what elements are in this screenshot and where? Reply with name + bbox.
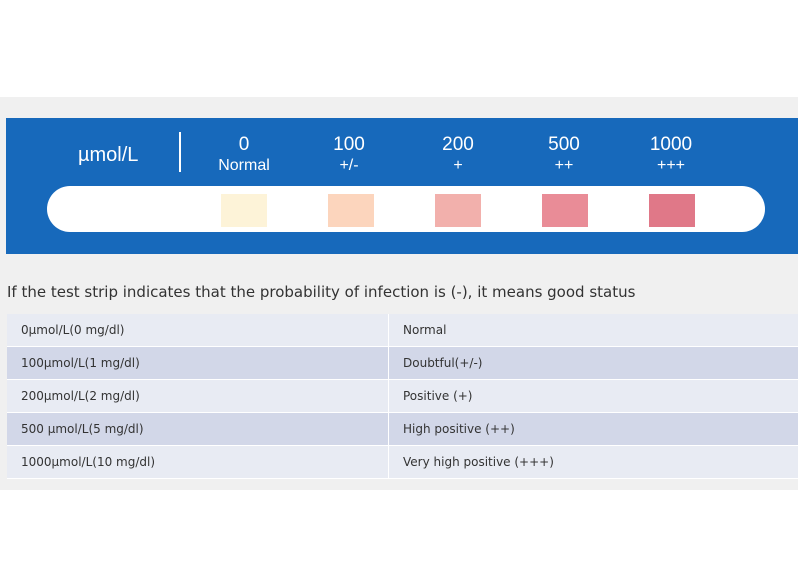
level-value: 500 bbox=[548, 134, 580, 155]
color-swatch-positive bbox=[435, 194, 481, 227]
level-doubtful: 100 +/- bbox=[299, 134, 399, 176]
level-value: 100 bbox=[333, 134, 365, 155]
unit-label: µmol/L bbox=[78, 144, 139, 166]
table-row: 200µmol/L(2 mg/dl) Positive (+) bbox=[7, 380, 798, 413]
level-symbol: + bbox=[453, 157, 463, 174]
color-swatch-normal bbox=[221, 194, 267, 227]
result-cell: Normal bbox=[389, 314, 798, 346]
level-symbol: ++ bbox=[554, 157, 574, 174]
test-strip bbox=[47, 186, 765, 232]
concentration-cell: 1000µmol/L(10 mg/dl) bbox=[7, 446, 389, 478]
level-value: 1000 bbox=[649, 134, 693, 155]
concentration-cell: 0µmol/L(0 mg/dl) bbox=[7, 314, 389, 346]
result-table: 0µmol/L(0 mg/dl) Normal 100µmol/L(1 mg/d… bbox=[7, 314, 798, 479]
level-symbol: Normal bbox=[218, 157, 270, 174]
level-very-high-positive: 1000 +++ bbox=[621, 134, 721, 176]
result-cell: Positive (+) bbox=[389, 380, 798, 412]
level-value: 200 bbox=[442, 134, 474, 155]
table-row: 100µmol/L(1 mg/dl) Doubtful(+/-) bbox=[7, 347, 798, 380]
result-cell: Very high positive (+++) bbox=[389, 446, 798, 478]
table-row: 1000µmol/L(10 mg/dl) Very high positive … bbox=[7, 446, 798, 479]
concentration-cell: 200µmol/L(2 mg/dl) bbox=[7, 380, 389, 412]
divider bbox=[179, 132, 181, 172]
level-normal: 0 Normal bbox=[194, 134, 294, 176]
caption-text: If the test strip indicates that the pro… bbox=[7, 283, 636, 301]
level-value: 0 bbox=[238, 134, 250, 155]
result-cell: Doubtful(+/-) bbox=[389, 347, 798, 379]
table-row: 500 µmol/L(5 mg/dl) High positive (++) bbox=[7, 413, 798, 446]
concentration-cell: 500 µmol/L(5 mg/dl) bbox=[7, 413, 389, 445]
level-symbol: +++ bbox=[656, 157, 686, 174]
color-swatch-doubtful bbox=[328, 194, 374, 227]
concentration-cell: 100µmol/L(1 mg/dl) bbox=[7, 347, 389, 379]
level-positive: 200 + bbox=[408, 134, 508, 176]
level-symbol: +/- bbox=[339, 157, 359, 174]
level-high-positive: 500 ++ bbox=[514, 134, 614, 176]
color-swatch-high-positive bbox=[542, 194, 588, 227]
result-cell: High positive (++) bbox=[389, 413, 798, 445]
color-swatch-very-high-positive bbox=[649, 194, 695, 227]
table-row: 0µmol/L(0 mg/dl) Normal bbox=[7, 314, 798, 347]
